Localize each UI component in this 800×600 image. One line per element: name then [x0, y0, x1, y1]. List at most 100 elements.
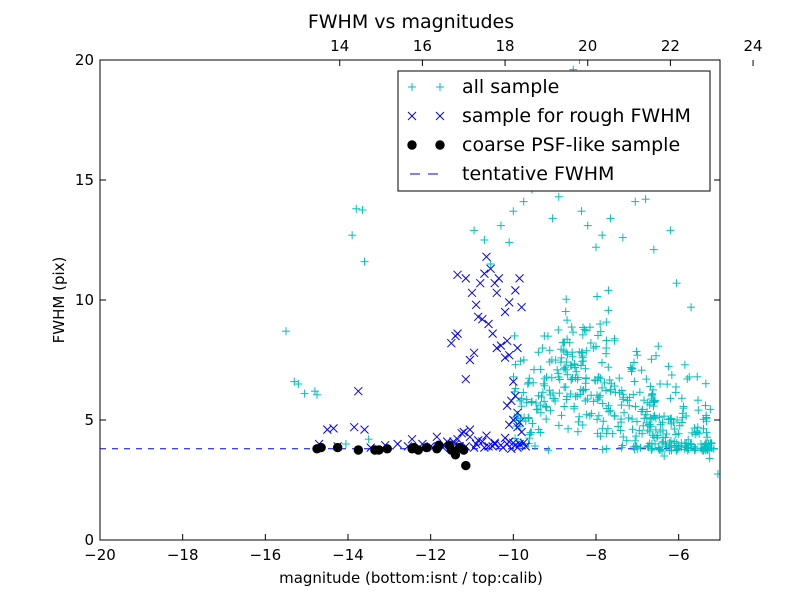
data-point	[631, 436, 640, 445]
data-point	[461, 460, 471, 471]
data-point	[604, 401, 613, 410]
data-point	[578, 421, 587, 430]
data-point	[713, 470, 720, 478]
data-point	[593, 391, 602, 400]
data-point	[513, 343, 522, 353]
data-point	[554, 369, 563, 378]
data-point	[374, 445, 384, 455]
data-point	[602, 336, 611, 345]
data-point	[641, 195, 650, 204]
data-point	[515, 418, 524, 427]
x-axis-label: magnitude (bottom:isnt / top:calib)	[279, 569, 543, 587]
data-point	[509, 207, 518, 216]
data-point	[670, 424, 679, 433]
data-point	[580, 325, 589, 334]
data-point	[622, 436, 631, 445]
series-coarse-psf-like-sample	[312, 440, 471, 471]
data-point	[413, 445, 423, 455]
data-point	[486, 260, 495, 268]
data-point	[562, 357, 571, 366]
data-point	[504, 420, 514, 430]
y-tick-label: 15	[75, 171, 94, 189]
x-tick-label: −18	[167, 546, 199, 564]
data-point	[567, 375, 576, 384]
data-point	[647, 355, 656, 364]
legend-marker	[436, 83, 444, 91]
top-tick-label: 24	[744, 37, 763, 55]
data-point	[532, 399, 541, 408]
data-point	[579, 357, 588, 366]
data-point	[520, 413, 529, 422]
data-point	[332, 442, 343, 453]
axes: −20 −18 −16 −14 −12 −10 −8 −6 0 5 10 15 20 14 16 18 20 22…	[75, 37, 763, 564]
data-point	[461, 374, 471, 384]
y-tick-label: 10	[75, 291, 94, 309]
data-point	[703, 446, 712, 455]
data-point	[511, 440, 520, 450]
data-point	[610, 334, 619, 343]
data-point	[313, 390, 321, 399]
data-point	[706, 405, 715, 414]
data-point	[599, 417, 608, 426]
data-point	[578, 353, 587, 362]
data-point	[619, 432, 628, 441]
data-point	[477, 314, 487, 324]
data-point	[666, 436, 675, 445]
data-point	[594, 411, 603, 420]
data-point	[562, 395, 571, 404]
data-point	[606, 406, 615, 415]
data-point	[534, 425, 543, 434]
x-tick-label: −10	[498, 546, 530, 564]
data-point	[513, 422, 522, 432]
legend-marker	[435, 111, 445, 121]
data-point	[407, 434, 417, 444]
data-point	[598, 424, 607, 433]
data-point	[674, 429, 683, 438]
data-point	[665, 438, 674, 447]
data-point	[671, 388, 680, 397]
data-point	[606, 387, 615, 396]
data-point	[583, 395, 592, 404]
data-point	[682, 443, 691, 452]
data-point	[654, 443, 663, 452]
data-point	[480, 443, 489, 452]
data-point	[575, 412, 584, 421]
data-point	[704, 441, 713, 450]
data-point	[504, 298, 514, 307]
data-point	[310, 387, 319, 396]
data-point	[516, 396, 525, 405]
data-point	[683, 374, 692, 383]
data-point	[484, 319, 493, 329]
data-point	[628, 415, 637, 424]
data-point	[652, 351, 661, 360]
data-point	[701, 379, 710, 388]
y-tick-label: 0	[84, 531, 94, 549]
data-point	[570, 402, 579, 411]
data-point	[693, 423, 702, 432]
data-point	[645, 420, 654, 429]
data-point	[551, 356, 560, 365]
data-point	[645, 400, 654, 409]
data-point	[360, 425, 369, 434]
data-point	[550, 394, 559, 403]
data-point	[453, 329, 462, 338]
x-tick-label: −14	[332, 546, 364, 564]
data-point	[504, 350, 514, 360]
data-point	[687, 440, 696, 449]
data-point	[592, 342, 601, 351]
data-point	[614, 422, 623, 431]
data-point	[459, 427, 469, 437]
data-point	[508, 377, 518, 386]
top-tick-label: 22	[661, 37, 680, 55]
data-point	[684, 435, 693, 444]
legend-label: all sample	[462, 76, 559, 98]
legend-entry: coarse PSF-like sample	[407, 134, 680, 156]
data-point	[500, 307, 510, 317]
legend-entry: all sample	[408, 76, 559, 98]
data-point	[602, 349, 611, 358]
data-point	[519, 388, 528, 397]
data-point	[482, 252, 491, 262]
data-point	[593, 429, 602, 438]
data-point	[465, 432, 475, 442]
